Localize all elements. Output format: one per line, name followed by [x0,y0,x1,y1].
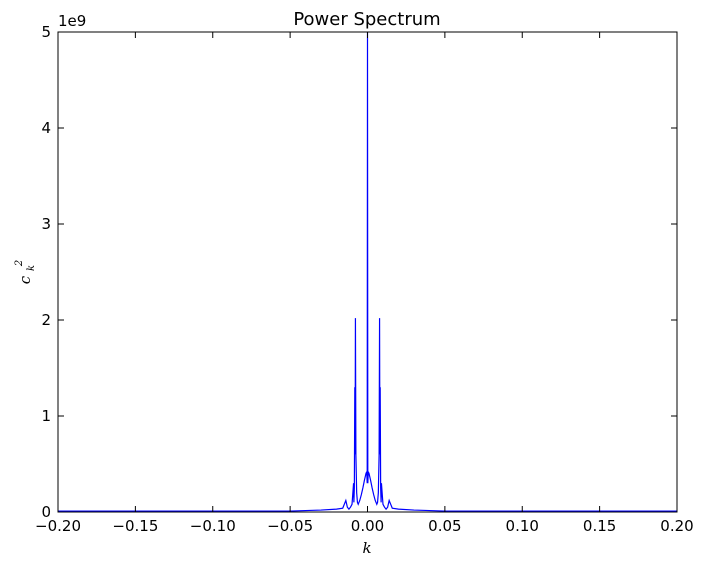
x-tick-label: −0.05 [267,517,313,535]
x-tick-label: 0.00 [351,517,384,535]
y-tick-label: 2 [41,311,51,329]
x-tick-label: 0.20 [660,517,693,535]
y-axis-label-base: c [16,275,34,284]
x-axis-label: k [362,539,371,557]
y-axis-label-sup: 2 [14,260,25,267]
y-axis-label-sub: k [26,265,37,271]
x-tick-label: −0.20 [35,517,81,535]
y-tick-label: 3 [41,215,51,233]
x-tick-label: −0.10 [190,517,236,535]
svg-text:c k 2: c k 2 [14,260,38,284]
series-layer [58,31,677,512]
y-axis-label: c k 2 [14,260,38,284]
chart-title: Power Spectrum [293,9,440,30]
x-tick-label: −0.15 [112,517,158,535]
x-tick-label: 0.15 [583,517,616,535]
y-offset-text: 1e9 [58,12,86,30]
series-line-0 [58,31,677,512]
x-tick-label: 0.10 [506,517,539,535]
y-tick-label: 4 [41,119,51,137]
y-tick-label: 1 [41,407,51,425]
y-tick-label: 5 [41,23,51,41]
y-axis: 0 1 2 3 4 5 [41,23,677,521]
y-tick-label: 0 [41,503,51,521]
x-tick-label: 0.05 [428,517,461,535]
x-axis: −0.20 −0.15 −0.10 −0.05 0.00 0.05 0.10 0.15 0.20 [35,32,694,535]
